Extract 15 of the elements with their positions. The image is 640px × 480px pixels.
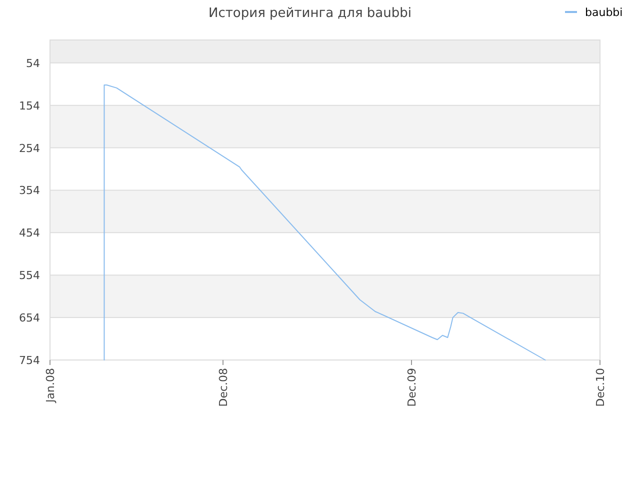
y-tick-label: 254 bbox=[19, 142, 40, 155]
x-tick-label: Dec.10 bbox=[594, 368, 607, 407]
y-tick-label: 154 bbox=[19, 99, 40, 112]
y-tick-label: 554 bbox=[19, 269, 40, 282]
y-tick-label: 354 bbox=[19, 184, 40, 198]
x-tick-label: Jan.08 bbox=[44, 368, 57, 404]
legend-label: baubbi bbox=[585, 6, 623, 19]
y-tick-label: 454 bbox=[19, 226, 40, 240]
chart-title: История рейтинга для baubbi bbox=[208, 6, 412, 21]
x-tick-label: Dec.09 bbox=[406, 368, 418, 407]
line-series bbox=[104, 84, 546, 360]
y-tick-label: 54 bbox=[26, 56, 40, 70]
x-tick-label: Dec.08 bbox=[217, 368, 230, 407]
y-tick-label: 754 bbox=[19, 354, 40, 367]
y-tick-label: 654 bbox=[19, 312, 40, 325]
